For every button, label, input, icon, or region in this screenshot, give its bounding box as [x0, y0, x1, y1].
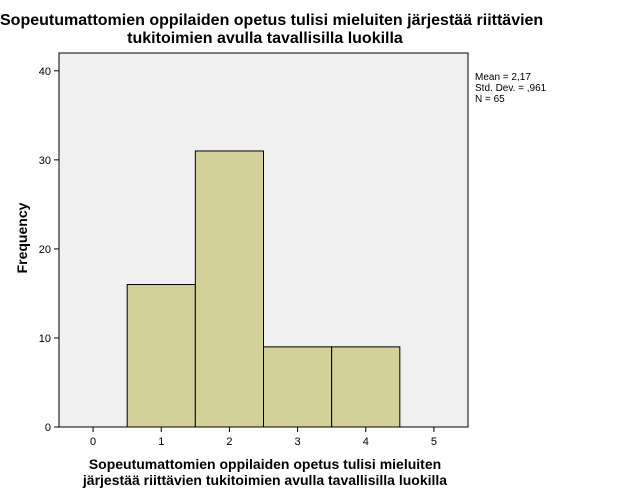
chart-title-line-2: tukitoimien avulla tavallisilla luokilla	[127, 30, 403, 47]
y-tick-label-3: 30	[39, 155, 51, 167]
histogram-bar-3	[263, 346, 333, 428]
x-tick-label-4: 4	[363, 436, 369, 448]
y-tick-label-4: 40	[39, 66, 51, 78]
stats-n: N = 65	[475, 94, 505, 105]
chart-title-line-1: Sopeutumattomien oppilaiden opetus tulis…	[0, 12, 544, 29]
x-axis-label-line-1: Sopeutumattomien oppilaiden opetus tulis…	[88, 456, 442, 472]
y-tick-label-0: 0	[45, 422, 51, 434]
x-tick-label-3: 3	[295, 436, 301, 448]
x-axis-label: Sopeutumattomien oppilaiden opetus tulis…	[40, 456, 490, 488]
histogram-bar-4	[331, 346, 401, 428]
stats-mean: Mean = 2,17	[475, 72, 531, 83]
x-axis-label-line-2: järjestää riittävien tukitoimien avulla …	[82, 472, 448, 488]
stats-std-dev: Std. Dev. = ,961	[475, 83, 547, 94]
histogram-bar-1	[126, 284, 196, 428]
y-tick-label-1: 10	[39, 333, 51, 345]
x-tick-label-1: 1	[158, 436, 164, 448]
stats-box: Mean = 2,17 Std. Dev. = ,961 N = 65	[475, 72, 546, 105]
histogram-bar-2	[194, 150, 264, 428]
x-tick-label-5: 5	[431, 436, 437, 448]
x-tick-label-0: 0	[90, 436, 96, 448]
chart-title: Sopeutumattomien oppilaiden opetus tulis…	[0, 12, 544, 48]
y-tick-label-2: 20	[39, 244, 51, 256]
x-tick-label-2: 2	[226, 436, 232, 448]
